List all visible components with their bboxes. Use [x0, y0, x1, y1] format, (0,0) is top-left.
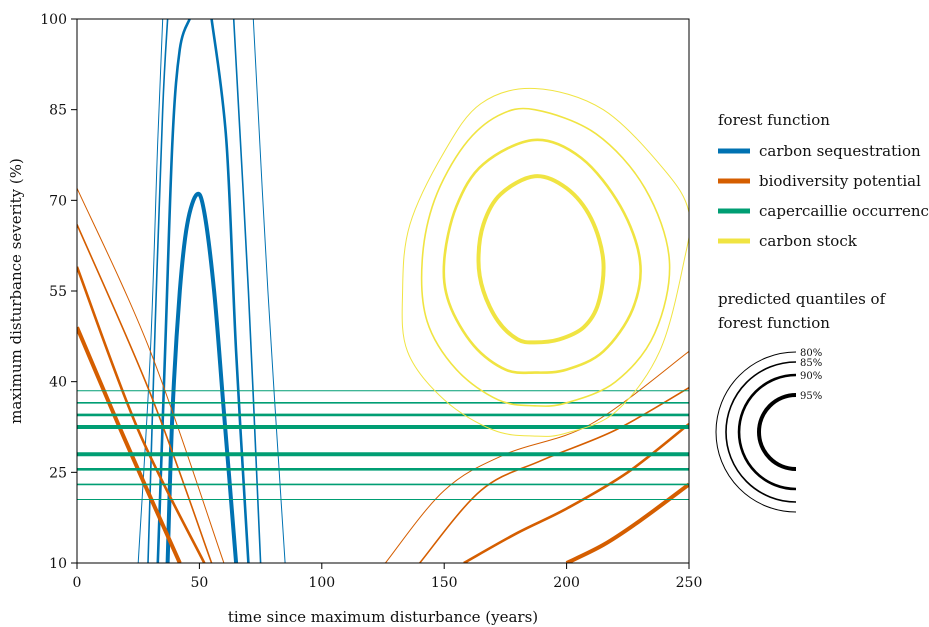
x-tick-label: 250	[676, 575, 703, 591]
carbon-sequestration-contour-85	[147, 19, 169, 563]
carbon-stock-series	[401, 87, 689, 437]
biodiversity-potential-contour-85	[77, 224, 213, 563]
x-tick-label: 0	[73, 575, 82, 591]
legend-label-carbon-sequestration: carbon sequestration	[759, 142, 921, 160]
y-tick-label: 40	[49, 375, 67, 391]
quantile-legend-title-line2: forest function	[718, 314, 830, 332]
quantile-ring-90	[737, 373, 797, 491]
quantile-ring-85	[725, 361, 797, 503]
quantile-legend-title-line1: predicted quantiles of	[718, 290, 887, 308]
x-tick-label: 100	[308, 575, 335, 591]
x-axis: 0 50 100 150 200 250	[73, 563, 703, 591]
carbon-sequestration-contour-95	[165, 191, 239, 563]
carbon-sequestration-contour-90	[156, 19, 191, 563]
biodiversity-potential-contour-95	[565, 482, 689, 563]
y-axis: 10 25 40 55 70 85 100	[40, 12, 77, 572]
y-tick-label: 70	[49, 193, 67, 209]
x-tick-label: 150	[431, 575, 458, 591]
quantile-label-80: 80%	[800, 348, 822, 359]
contour-layer	[77, 19, 689, 563]
legend-label-carbon-stock: carbon stock	[759, 232, 858, 250]
carbon-sequestration-series	[137, 19, 286, 563]
quantile-ring-80	[715, 351, 797, 513]
y-tick-label: 10	[49, 556, 67, 572]
y-tick-label: 55	[49, 284, 67, 300]
carbon-stock-contour-85	[420, 107, 671, 407]
quantile-label-85: 85%	[800, 358, 822, 369]
legend-title: forest function	[718, 111, 830, 129]
biodiversity-potential-contour-95	[77, 326, 182, 563]
y-tick-label: 100	[40, 12, 67, 28]
legend-label-capercaillie-occurrence: capercaillie occurrence	[759, 202, 929, 220]
y-axis-title: maximum disturbance severity (%)	[7, 158, 25, 424]
carbon-sequestration-contour-85	[232, 19, 262, 563]
carbon-stock-contour-90	[442, 138, 642, 375]
quantile-label-90: 90%	[800, 371, 822, 382]
x-axis-title: time since maximum disturbance (years)	[228, 608, 538, 626]
carbon-sequestration-contour-80	[252, 19, 286, 563]
biodiversity-potential-contour-80	[385, 350, 689, 563]
y-tick-label: 85	[49, 103, 67, 119]
x-tick-label: 200	[553, 575, 580, 591]
quantile-label-95: 95%	[800, 391, 822, 402]
x-tick-label: 50	[190, 575, 208, 591]
biodiversity-potential-contour-90	[463, 422, 689, 563]
capercaillie-occurrence-series	[77, 390, 689, 501]
quantile-ring-95	[757, 393, 797, 471]
y-tick-label: 25	[49, 465, 67, 481]
quantile-legend: predicted quantiles of forest function 8…	[715, 290, 887, 513]
legend: forest function carbon sequestration biod…	[718, 111, 929, 250]
legend-label-biodiversity-potential: biodiversity potential	[759, 172, 921, 190]
biodiversity-potential-contour-90	[77, 266, 206, 563]
carbon-stock-contour-80	[401, 87, 689, 437]
carbon-sequestration-contour-90	[210, 19, 250, 563]
biodiversity-potential-contour-80	[77, 187, 225, 563]
carbon-stock-contour-95	[476, 174, 606, 345]
